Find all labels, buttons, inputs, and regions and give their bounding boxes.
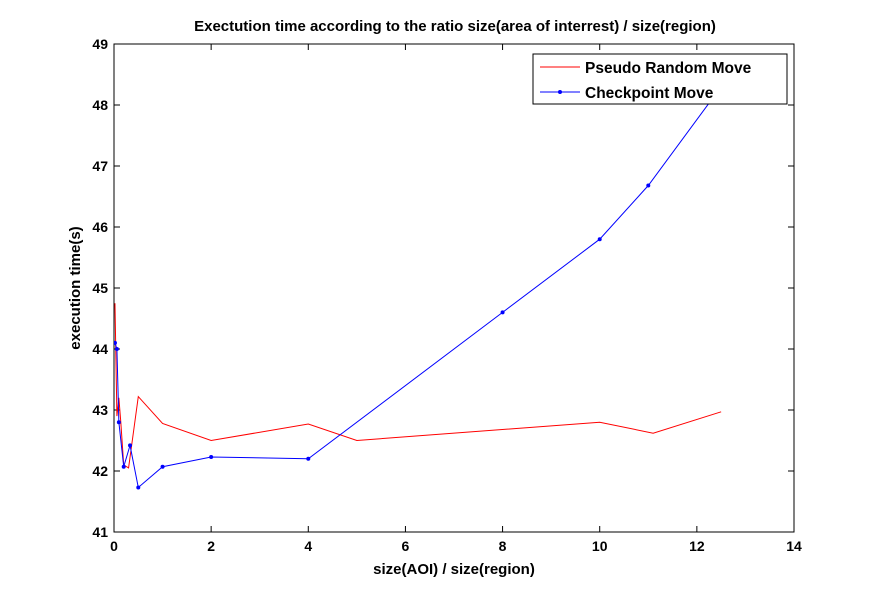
data-point-checkpoint-move — [114, 340, 117, 345]
data-point-checkpoint-move — [136, 485, 141, 490]
chart-title: Exectution time according to the ratio s… — [194, 18, 716, 35]
x-axis-label: size(AOI) / size(region) — [373, 561, 535, 578]
legend-box — [532, 53, 788, 105]
legend-label-pseudo-random-move: Pseudo Random Move — [585, 60, 752, 77]
data-point-checkpoint-move — [646, 183, 651, 188]
x-tick-label: 6 — [402, 538, 410, 554]
data-point-checkpoint-move — [160, 464, 165, 469]
series-layer — [114, 84, 724, 490]
y-tick-label: 44 — [92, 341, 108, 357]
y-tick-label: 49 — [92, 36, 108, 52]
legend-marker-checkpoint-move — [558, 90, 562, 94]
x-tick-label: 2 — [207, 538, 215, 554]
x-tick-label: 4 — [304, 538, 312, 554]
data-point-checkpoint-move — [306, 456, 311, 461]
y-tick-label: 41 — [92, 524, 108, 540]
y-tick-label: 48 — [92, 97, 108, 113]
series-line-pseudo-random-move — [114, 303, 722, 469]
x-tick-label: 14 — [786, 538, 802, 554]
data-point-checkpoint-move — [116, 420, 121, 425]
data-point-checkpoint-move — [500, 310, 505, 315]
data-point-checkpoint-move — [209, 454, 214, 459]
y-tick-label: 47 — [92, 158, 108, 174]
data-point-checkpoint-move — [597, 237, 602, 242]
y-tick-label: 43 — [92, 402, 108, 418]
legend-label-checkpoint-move: Checkpoint Move — [585, 85, 714, 102]
plot-area — [113, 43, 795, 533]
data-point-checkpoint-move — [114, 347, 119, 351]
x-tick-label: 8 — [499, 538, 507, 554]
x-tick-label: 10 — [592, 538, 608, 554]
data-point-checkpoint-move — [128, 443, 133, 448]
y-tick-label: 42 — [92, 463, 108, 479]
y-axis-label: execution time(s) — [67, 226, 84, 349]
legend: Pseudo Random Move Checkpoint Move — [532, 53, 788, 105]
y-tick-label: 46 — [92, 219, 108, 235]
x-tick-label: 0 — [110, 538, 118, 554]
x-tick-label: 12 — [689, 538, 705, 554]
data-point-checkpoint-move — [121, 464, 126, 469]
y-tick-label: 45 — [92, 280, 108, 296]
